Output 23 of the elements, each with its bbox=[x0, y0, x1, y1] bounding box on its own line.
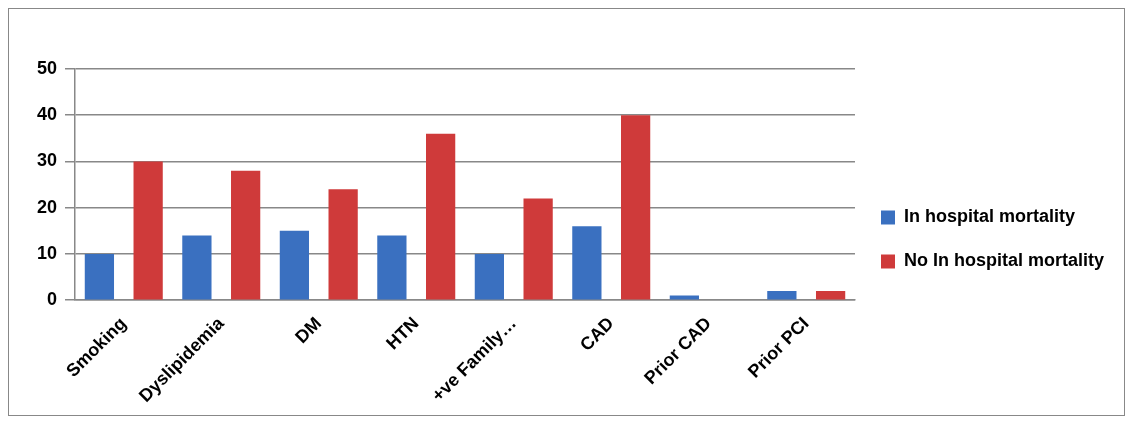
legend-label: No In hospital mortality bbox=[903, 250, 1104, 271]
bar bbox=[572, 226, 602, 300]
y-tick-label: 0 bbox=[47, 289, 58, 310]
bar bbox=[279, 230, 310, 300]
bar bbox=[474, 253, 504, 300]
bar bbox=[182, 235, 212, 300]
x-tick-label: DM bbox=[291, 313, 326, 347]
bar bbox=[523, 198, 553, 300]
bar bbox=[621, 115, 651, 300]
bar bbox=[377, 235, 407, 300]
bar bbox=[426, 133, 456, 300]
y-tick-label: 30 bbox=[36, 150, 58, 171]
bar bbox=[815, 290, 846, 300]
bar bbox=[84, 253, 115, 300]
y-tick-label: 10 bbox=[36, 242, 58, 263]
y-tick-label: 50 bbox=[36, 57, 58, 78]
bar bbox=[328, 189, 358, 300]
bar bbox=[133, 161, 163, 300]
bar bbox=[231, 170, 261, 300]
y-tick-label: 20 bbox=[36, 196, 58, 217]
legend-label: In hospital mortality bbox=[903, 206, 1076, 227]
y-tick-label: 40 bbox=[36, 104, 58, 125]
bar bbox=[767, 290, 797, 300]
